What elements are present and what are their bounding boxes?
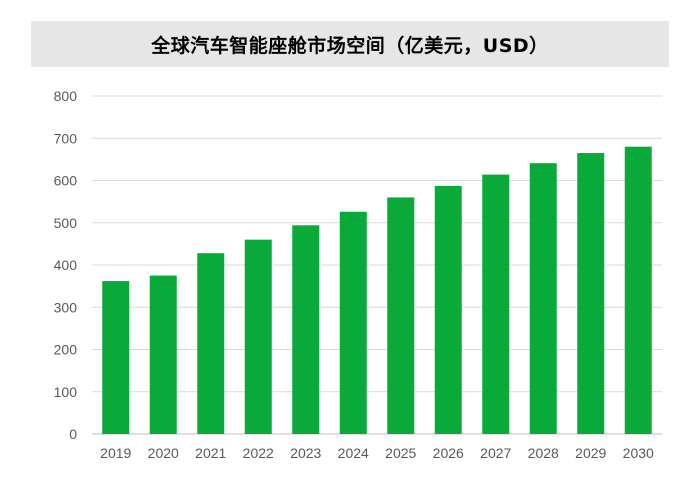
bar-2026	[434, 185, 462, 434]
x-tick-label: 2021	[195, 445, 226, 461]
y-tick-label: 600	[54, 173, 78, 189]
x-tick-label: 2026	[433, 445, 464, 461]
x-tick-label: 2019	[100, 445, 131, 461]
gridlines	[92, 95, 662, 435]
bar-2020	[149, 275, 177, 434]
bar-2030	[624, 146, 652, 434]
bar-2025	[387, 197, 415, 434]
x-tick-label: 2030	[623, 445, 654, 461]
chart-title: 全球汽车智能座舱市场空间（亿美元，USD）	[151, 34, 549, 57]
y-tick-label: 100	[54, 384, 78, 400]
y-axis-ticks: 0 100 200 300 400 500 600 700 800	[54, 88, 78, 442]
y-tick-label: 800	[54, 88, 78, 104]
x-tick-label: 2027	[480, 445, 511, 461]
y-tick-label: 300	[54, 299, 78, 315]
bar-2021	[197, 253, 225, 434]
x-tick-label: 2020	[148, 445, 179, 461]
bars	[102, 146, 652, 435]
bar-2023	[292, 225, 320, 434]
bar-2024	[339, 211, 367, 434]
x-tick-label: 2024	[338, 445, 369, 461]
bar-2022	[244, 239, 272, 434]
chart-title-bar: 全球汽车智能座舱市场空间（亿美元，USD）	[31, 21, 669, 67]
bar-2019	[102, 281, 130, 434]
bar-2029	[577, 153, 605, 434]
x-tick-label: 2025	[385, 445, 416, 461]
bar-2028	[529, 163, 557, 435]
bar-2027	[482, 174, 510, 434]
x-axis-ticks: 2019 2020 2021 2022 2023 2024 2025 2026 2027 2028…	[100, 445, 654, 461]
x-tick-label: 2029	[575, 445, 606, 461]
y-tick-label: 700	[54, 130, 78, 146]
y-tick-label: 400	[54, 257, 78, 273]
x-tick-label: 2023	[290, 445, 321, 461]
x-tick-label: 2022	[243, 445, 274, 461]
x-tick-label: 2028	[528, 445, 559, 461]
y-tick-label: 200	[54, 342, 78, 358]
y-tick-label: 0	[69, 426, 77, 442]
y-tick-label: 500	[54, 215, 78, 231]
